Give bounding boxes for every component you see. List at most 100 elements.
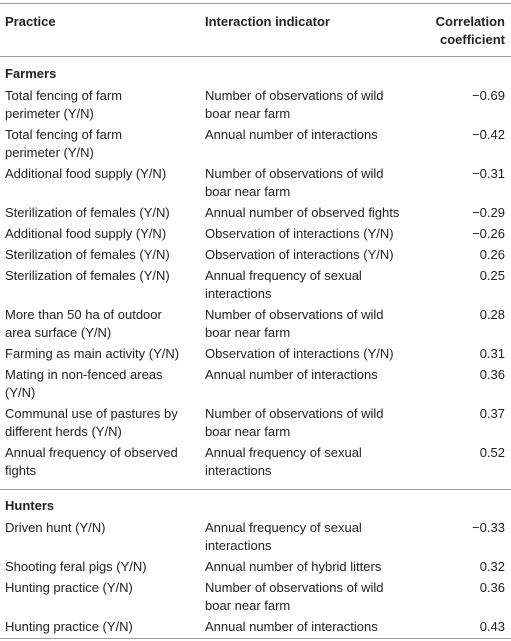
indicator-cell: Annual frequency of sexual interactions bbox=[205, 267, 420, 303]
practice-text: Farming as main activity (Y/N) bbox=[5, 346, 180, 361]
practice-text: More than 50 ha of outdoor bbox=[5, 307, 162, 322]
indicator-text: Annual frequency of sexual bbox=[205, 520, 362, 535]
indicator-text: Number of observations of wild bbox=[205, 166, 384, 181]
coefficient-cell: −0.69 bbox=[472, 88, 505, 103]
indicator-text: Number of observations of wild bbox=[205, 406, 384, 421]
indicator-cell: Number of observations of wild boar near … bbox=[205, 165, 420, 201]
practice-cell: Communal use of pastures by different her… bbox=[5, 405, 205, 441]
indicator-text: Annual number of observed fights bbox=[205, 205, 400, 220]
practice-text: Sterilization of females (Y/N) bbox=[5, 205, 170, 220]
practice-text: perimeter (Y/N) bbox=[5, 145, 94, 160]
header-coef-line-1: Correlation bbox=[435, 14, 505, 29]
indicator-cell: Number of observations of wild boar near … bbox=[205, 306, 420, 342]
practice-cell: Total fencing of farm perimeter (Y/N) bbox=[5, 87, 205, 123]
coefficient-cell: 0.37 bbox=[479, 406, 505, 421]
indicator-text: interactions bbox=[205, 286, 272, 301]
practice-cell: Additional food supply (Y/N) bbox=[5, 225, 205, 243]
indicator-cell: Observation of interactions (Y/N) bbox=[205, 345, 420, 363]
coefficient-cell: −0.33 bbox=[472, 520, 505, 535]
practice-text: different herds (Y/N) bbox=[5, 424, 122, 439]
indicator-cell: Annual number of interactions bbox=[205, 126, 420, 144]
practice-cell: Annual frequency of observed fights bbox=[5, 444, 205, 480]
practice-text: Total fencing of farm bbox=[5, 127, 123, 142]
indicator-text: boar near farm bbox=[205, 325, 291, 340]
indicator-cell: Number of observations of wild boar near … bbox=[205, 405, 420, 441]
section-rule bbox=[0, 489, 511, 490]
indicator-text: Number of observations of wild bbox=[205, 88, 384, 103]
practice-cell: Additional food supply (Y/N) bbox=[5, 165, 205, 183]
practice-text: Sterilization of females (Y/N) bbox=[5, 247, 170, 262]
practice-cell: More than 50 ha of outdoor area surface (… bbox=[5, 306, 205, 342]
indicator-cell: Annual number of hybrid litters bbox=[205, 558, 420, 576]
indicator-text: Annual frequency of sexual bbox=[205, 445, 362, 460]
indicator-cell: Observation of interactions (Y/N) bbox=[205, 246, 420, 264]
practice-cell: Hunting practice (Y/N) bbox=[5, 579, 205, 597]
header-practice: Practice bbox=[5, 14, 56, 29]
coefficient-cell: 0.25 bbox=[479, 268, 505, 283]
indicator-cell: Number of observations of wild boar near … bbox=[205, 87, 420, 123]
section-title: Hunters bbox=[5, 498, 55, 513]
practice-text: Additional food supply (Y/N) bbox=[5, 226, 167, 241]
practice-text: Sterilization of females (Y/N) bbox=[5, 268, 170, 283]
coefficient-cell: −0.31 bbox=[472, 166, 505, 181]
section-title: Farmers bbox=[5, 66, 57, 81]
practice-text: Annual frequency of observed bbox=[5, 445, 178, 460]
practice-text: Shooting feral pigs (Y/N) bbox=[5, 559, 147, 574]
bottom-rule bbox=[0, 638, 511, 639]
coefficient-cell: 0.43 bbox=[479, 619, 505, 634]
indicator-text: Annual number of interactions bbox=[205, 127, 378, 142]
indicator-text: Number of observations of wild bbox=[205, 580, 384, 595]
top-rule bbox=[0, 3, 511, 4]
practice-text: perimeter (Y/N) bbox=[5, 106, 94, 121]
practice-cell: Total fencing of farm perimeter (Y/N) bbox=[5, 126, 205, 162]
indicator-cell: Annual frequency of sexual interactions bbox=[205, 519, 420, 555]
practice-cell: Farming as main activity (Y/N) bbox=[5, 345, 205, 363]
indicator-cell: Observation of interactions (Y/N) bbox=[205, 225, 420, 243]
practice-text: Hunting practice (Y/N) bbox=[5, 580, 133, 595]
header-interaction-indicator: Interaction indicator bbox=[205, 14, 330, 29]
header-rule bbox=[0, 56, 511, 57]
coefficient-cell: 0.28 bbox=[479, 307, 505, 322]
indicator-text: Annual number of interactions bbox=[205, 619, 378, 634]
indicator-text: Annual number of interactions bbox=[205, 367, 378, 382]
practice-cell: Sterilization of females (Y/N) bbox=[5, 204, 205, 222]
indicator-text: boar near farm bbox=[205, 598, 291, 613]
practice-cell: Hunting practice (Y/N) bbox=[5, 618, 205, 636]
indicator-text: interactions bbox=[205, 538, 272, 553]
indicator-cell: Annual number of interactions bbox=[205, 618, 420, 636]
practice-text: fights bbox=[5, 463, 37, 478]
coefficient-cell: 0.36 bbox=[479, 367, 505, 382]
coefficient-cell: −0.42 bbox=[472, 127, 505, 142]
practice-text: Hunting practice (Y/N) bbox=[5, 619, 133, 634]
practice-text: (Y/N) bbox=[5, 385, 36, 400]
practice-text: Total fencing of farm bbox=[5, 88, 123, 103]
indicator-text: Observation of interactions (Y/N) bbox=[205, 346, 394, 361]
coefficient-cell: 0.36 bbox=[479, 580, 505, 595]
practice-cell: Driven hunt (Y/N) bbox=[5, 519, 205, 537]
header-coef-line-2: coefficient bbox=[439, 32, 505, 47]
indicator-cell: Annual number of interactions bbox=[205, 366, 420, 384]
indicator-cell: Number of observations of wild boar near … bbox=[205, 579, 420, 615]
practice-cell: Sterilization of females (Y/N) bbox=[5, 267, 205, 285]
indicator-text: Observation of interactions (Y/N) bbox=[205, 247, 394, 262]
practice-text: Driven hunt (Y/N) bbox=[5, 520, 106, 535]
indicator-text: Annual number of hybrid litters bbox=[205, 559, 382, 574]
coefficient-cell: −0.26 bbox=[472, 226, 505, 241]
indicator-text: boar near farm bbox=[205, 184, 291, 199]
coefficient-cell: 0.52 bbox=[479, 445, 505, 460]
indicator-text: Annual frequency of sexual bbox=[205, 268, 362, 283]
coefficient-cell: 0.26 bbox=[479, 247, 505, 262]
header-correlation-coefficient: Correlation coefficient bbox=[436, 13, 505, 49]
indicator-text: interactions bbox=[205, 463, 272, 478]
practice-cell: Shooting feral pigs (Y/N) bbox=[5, 558, 205, 576]
indicator-text: Observation of interactions (Y/N) bbox=[205, 226, 394, 241]
practice-cell: Mating in non-fenced areas (Y/N) bbox=[5, 366, 205, 402]
indicator-text: Number of observations of wild bbox=[205, 307, 384, 322]
practice-text: Additional food supply (Y/N) bbox=[5, 166, 167, 181]
coefficient-cell: 0.31 bbox=[479, 346, 505, 361]
coefficient-cell: 0.32 bbox=[479, 559, 505, 574]
coefficient-cell: −0.29 bbox=[472, 205, 505, 220]
practice-cell: Sterilization of females (Y/N) bbox=[5, 246, 205, 264]
indicator-text: boar near farm bbox=[205, 106, 291, 121]
